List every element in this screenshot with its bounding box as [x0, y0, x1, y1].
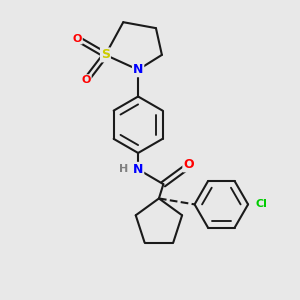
Text: O: O — [81, 75, 91, 85]
Text: H: H — [119, 164, 129, 174]
Text: S: S — [101, 48, 110, 62]
Text: Cl: Cl — [256, 200, 267, 209]
Text: N: N — [133, 163, 143, 176]
Text: O: O — [183, 158, 194, 171]
Text: N: N — [133, 63, 143, 76]
Text: O: O — [73, 34, 82, 44]
